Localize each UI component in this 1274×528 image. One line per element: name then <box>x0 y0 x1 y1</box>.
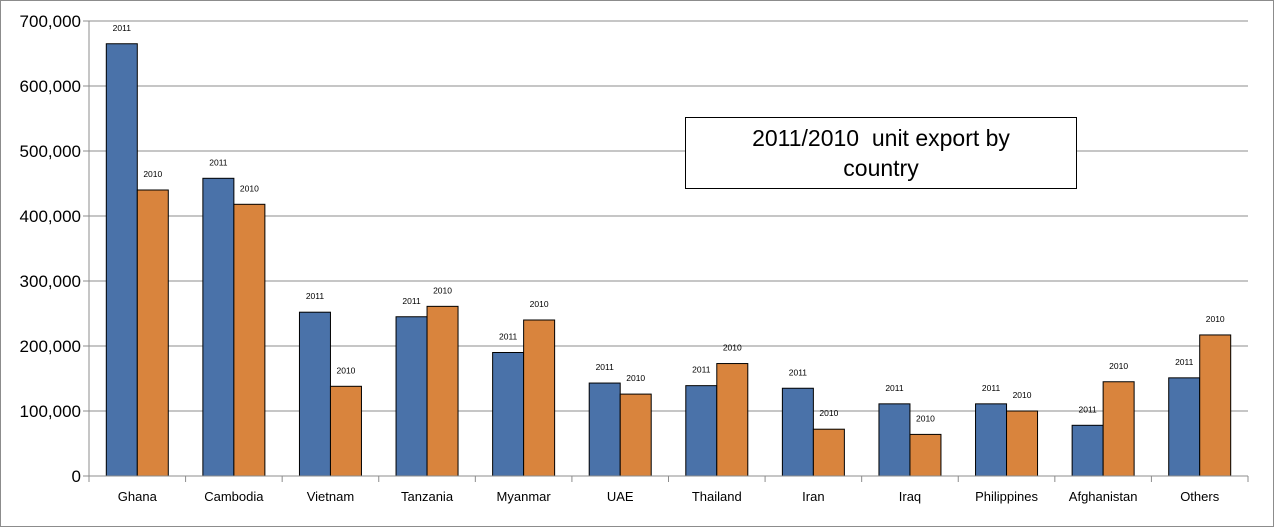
bar-2011-cambodia <box>202 177 235 477</box>
bar-2011-afghanistan <box>1071 424 1104 477</box>
data-label-series: 2010 <box>1013 390 1032 400</box>
y-tick-label: 300,000 <box>20 272 81 291</box>
data-labels: 2011 2010 2011 2010 2011 2010 2011 2010 2011 2010… <box>113 23 1225 424</box>
x-tick-label: Afghanistan <box>1069 489 1138 504</box>
bar-2010-iran <box>812 428 845 477</box>
x-tick-label: Others <box>1180 489 1220 504</box>
x-tick-label: Thailand <box>692 489 742 504</box>
y-tick-label: 200,000 <box>20 337 81 356</box>
data-label-series: 2011 <box>1078 404 1097 414</box>
bar-2011-philippines <box>975 403 1008 477</box>
data-label-series: 2010 <box>433 285 452 295</box>
gridlines <box>89 20 1248 412</box>
bar-2010-uae <box>619 393 652 477</box>
data-label-series: 2010 <box>723 343 742 353</box>
data-label-series: 2011 <box>885 383 904 393</box>
y-tick-label: 600,000 <box>20 77 81 96</box>
y-tick-label: 400,000 <box>20 207 81 226</box>
y-tick-label: 100,000 <box>20 402 81 421</box>
data-label-series: 2010 <box>819 408 838 418</box>
data-label-series: 2011 <box>982 383 1001 393</box>
data-label-series: 2011 <box>499 332 518 342</box>
data-label-series: 2011 <box>306 291 325 301</box>
bar-2010-vietnam <box>329 385 362 477</box>
bar-2011-uae <box>588 382 621 477</box>
data-label-series: 2010 <box>1109 361 1128 371</box>
data-label-series: 2011 <box>789 367 808 377</box>
bar-2010-ghana <box>136 189 169 477</box>
bar-2010-philippines <box>1006 410 1039 477</box>
data-label-series: 2010 <box>916 413 935 423</box>
x-tick-label: Tanzania <box>401 489 454 504</box>
bar-2011-others <box>1168 377 1201 477</box>
x-tick-label: Iraq <box>899 489 921 504</box>
bar-2011-iraq <box>878 403 911 477</box>
bar-2011-vietnam <box>298 311 331 477</box>
x-tick-label: Ghana <box>118 489 158 504</box>
data-label-series: 2010 <box>530 299 549 309</box>
data-label-series: 2011 <box>692 365 711 375</box>
data-label-series: 2011 <box>596 362 615 372</box>
bar-2010-tanzania <box>426 305 459 477</box>
bar-2011-iran <box>781 387 814 477</box>
axes: 0 100,000 200,000 300,000 400,000 500,000 600,… <box>20 12 1249 504</box>
data-label-series: 2010 <box>336 365 355 375</box>
bar-2011-myanmar <box>492 352 525 477</box>
x-tick-label: Vietnam <box>307 489 354 504</box>
data-label-series: 2010 <box>143 169 162 179</box>
data-label-series: 2011 <box>1175 357 1194 367</box>
x-tick-label: UAE <box>607 489 634 504</box>
data-label-series: 2011 <box>209 157 228 167</box>
data-label-series: 2011 <box>113 23 132 33</box>
bar-2010-others <box>1199 334 1232 477</box>
y-tick-label: 500,000 <box>20 142 81 161</box>
x-tick-label: Iran <box>802 489 824 504</box>
bar-2011-thailand <box>685 385 718 477</box>
data-label-series: 2010 <box>1206 314 1225 324</box>
data-label-series: 2010 <box>626 373 645 383</box>
bar-2010-afghanistan <box>1102 381 1135 477</box>
bar-2010-myanmar <box>523 319 556 477</box>
x-tick-label: Philippines <box>975 489 1038 504</box>
data-label-series: 2011 <box>402 296 421 306</box>
y-tick-label: 0 <box>72 467 81 486</box>
y-tick-label: 700,000 <box>20 12 81 31</box>
bar-2010-cambodia <box>233 203 266 477</box>
data-label-series: 2010 <box>240 183 259 193</box>
x-tick-label: Myanmar <box>497 489 552 504</box>
bar-2010-iraq <box>909 433 942 477</box>
bar-2011-ghana <box>105 43 138 477</box>
bars <box>105 43 1232 477</box>
x-tick-label: Cambodia <box>204 489 264 504</box>
chart-title: 2011/2010 unit export by country <box>685 117 1077 189</box>
bar-2011-tanzania <box>395 316 428 477</box>
bar-2010-thailand <box>716 363 749 477</box>
